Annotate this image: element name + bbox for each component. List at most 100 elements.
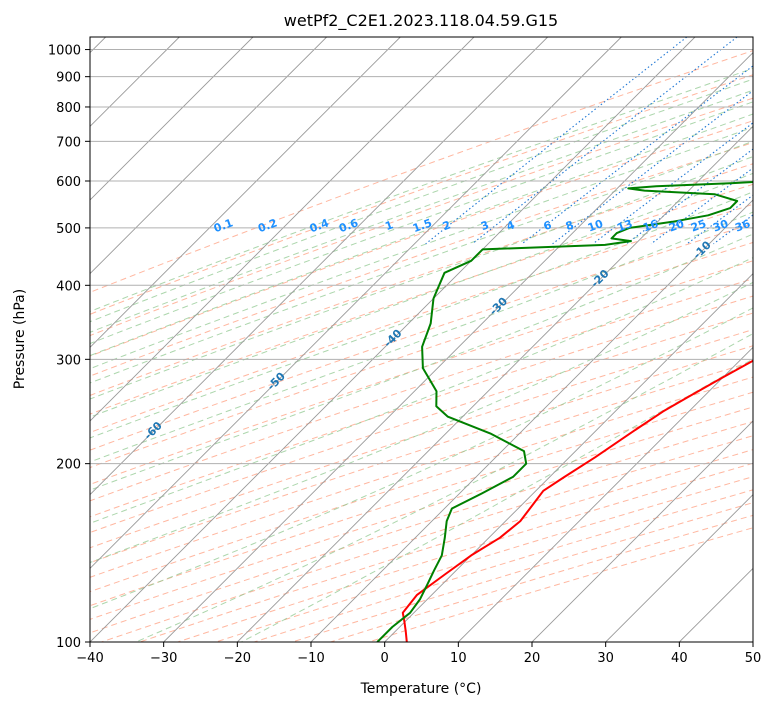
mixing-ratio-label: 30 bbox=[711, 217, 730, 235]
isotherm-line bbox=[679, 567, 753, 642]
dry-adiabat-line bbox=[90, 74, 753, 315]
mixing-ratio-label: 0.1 bbox=[212, 216, 235, 235]
isotherm-label: -20 bbox=[588, 267, 611, 290]
isotherm-line bbox=[531, 420, 753, 642]
dry-adiabat-line bbox=[90, 329, 753, 549]
temperature-profile-line bbox=[401, 359, 753, 642]
mixing-ratio-line bbox=[751, 242, 753, 245]
isotherm-line bbox=[90, 37, 254, 201]
y-tick-label: 900 bbox=[56, 71, 81, 86]
x-tick-label: −10 bbox=[297, 651, 324, 666]
y-tick-label: 1000 bbox=[48, 44, 81, 59]
isotherm-label: -70 bbox=[18, 469, 41, 492]
mixing-ratio-label: 20 bbox=[667, 217, 686, 235]
isotherm-line bbox=[90, 37, 696, 642]
moist-adiabat-line bbox=[90, 113, 753, 357]
mixing-ratio-label: 10 bbox=[586, 217, 605, 235]
isotherm-line bbox=[752, 641, 753, 642]
isotherm-line bbox=[90, 37, 622, 569]
moist-adiabat-line bbox=[90, 211, 753, 463]
moist-adiabat-line bbox=[90, 172, 753, 418]
y-tick-label: 500 bbox=[56, 222, 81, 237]
mixing-ratio-line bbox=[471, 37, 738, 245]
mixing-ratio-lines bbox=[425, 37, 753, 245]
isotherm-line bbox=[90, 37, 401, 348]
isotherm-line bbox=[384, 273, 753, 642]
mixing-ratio-line bbox=[425, 37, 688, 245]
x-tick-label: 0 bbox=[381, 651, 389, 666]
moist-adiabat-line bbox=[90, 257, 753, 524]
y-tick-label: 100 bbox=[56, 636, 81, 651]
y-tick-label: 300 bbox=[56, 353, 81, 368]
dry-adiabat-line bbox=[90, 223, 753, 451]
mixing-ratio-line bbox=[592, 122, 753, 245]
dry-adiabat-line bbox=[90, 50, 753, 293]
isotherm-label: -50 bbox=[265, 369, 288, 392]
x-axis: −40 −30 −20 −10 0 10 20 30 40 50 bbox=[76, 642, 761, 666]
x-axis-label: Temperature (°C) bbox=[360, 681, 482, 697]
mixing-ratio-line bbox=[713, 214, 753, 245]
mixing-ratio-label: 2 bbox=[441, 218, 453, 233]
moist-adiabat-line bbox=[90, 126, 753, 370]
y-tick-label: 700 bbox=[56, 135, 81, 150]
dry-adiabat-line bbox=[90, 278, 753, 502]
mixing-ratio-label: 3 bbox=[479, 218, 491, 233]
dry-adiabat-line bbox=[292, 502, 753, 642]
isotherm-line bbox=[163, 52, 753, 642]
moist-adiabat-line bbox=[90, 233, 753, 491]
mixing-ratio-label: 36 bbox=[733, 217, 752, 235]
dry-adiabat-line bbox=[90, 97, 753, 337]
mixing-ratio-label: 0.2 bbox=[256, 216, 279, 235]
moist-adiabat-line bbox=[90, 67, 753, 313]
x-tick-label: −40 bbox=[76, 651, 103, 666]
dry-adiabat-line bbox=[90, 391, 753, 607]
isotherm-line bbox=[237, 125, 753, 642]
isotherm-label: -30 bbox=[487, 295, 510, 318]
x-tick-label: −30 bbox=[150, 651, 177, 666]
isotherms bbox=[90, 37, 753, 642]
mixing-ratio-label: 6 bbox=[542, 218, 554, 233]
isotherm-line bbox=[90, 37, 327, 275]
mixing-ratio-label: 8 bbox=[564, 218, 576, 233]
chart-title: wetPf2_C2E1.2023.118.04.59.G15 bbox=[284, 11, 558, 31]
isotherm-line bbox=[458, 346, 753, 642]
dry-adiabat-line bbox=[90, 312, 753, 534]
isotherm-label: -10 bbox=[691, 238, 714, 261]
isotherm-line bbox=[310, 199, 753, 642]
dry-adiabat-line bbox=[90, 142, 753, 377]
isotherm-line bbox=[90, 37, 548, 496]
x-tick-label: 50 bbox=[745, 651, 762, 666]
moist-adiabat-line bbox=[90, 281, 753, 564]
dewpoint-profile-line bbox=[376, 181, 753, 642]
y-tick-label: 800 bbox=[56, 101, 81, 116]
mixing-ratio-label: 0.4 bbox=[308, 216, 331, 235]
x-tick-label: 20 bbox=[524, 651, 541, 666]
isotherm-line bbox=[90, 37, 475, 422]
mixing-ratio-label: 1 bbox=[383, 218, 395, 233]
y-axis: 100 200 300 400 500 600 700 800 900 1000 bbox=[48, 44, 90, 651]
moist-adiabat-line bbox=[90, 89, 753, 333]
profiles bbox=[376, 181, 753, 642]
x-tick-label: 30 bbox=[597, 651, 614, 666]
y-tick-label: 400 bbox=[56, 279, 81, 294]
moist-adiabat-line bbox=[241, 358, 753, 642]
pressure-gridlines bbox=[90, 49, 753, 642]
x-tick-label: −20 bbox=[224, 651, 251, 666]
x-tick-label: 10 bbox=[450, 651, 467, 666]
mixing-ratio-label: 0.6 bbox=[337, 216, 360, 235]
dry-adiabat-line bbox=[90, 183, 753, 415]
isotherm-line bbox=[605, 494, 753, 642]
mixing-ratio-line bbox=[521, 65, 753, 245]
y-axis-label: Pressure (hPa) bbox=[12, 289, 28, 389]
moist-adiabat-line bbox=[90, 78, 753, 323]
mixing-ratio-label: 25 bbox=[689, 217, 708, 234]
isotherm-label: -60 bbox=[142, 419, 165, 442]
dry-adiabat-line bbox=[101, 435, 753, 642]
line-labels: -100-90-80-70-60-50-40-30-20-100.10.20.4… bbox=[18, 216, 753, 492]
moist-adiabat-line bbox=[135, 333, 753, 642]
plot-frame bbox=[89, 36, 754, 643]
mixing-ratio-label: 16 bbox=[641, 217, 660, 235]
y-tick-label: 200 bbox=[56, 458, 81, 473]
x-tick-label: 40 bbox=[671, 651, 688, 666]
